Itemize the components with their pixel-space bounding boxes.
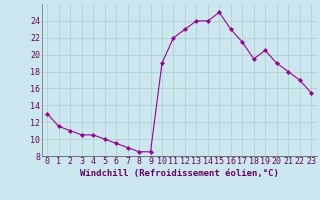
- X-axis label: Windchill (Refroidissement éolien,°C): Windchill (Refroidissement éolien,°C): [80, 169, 279, 178]
